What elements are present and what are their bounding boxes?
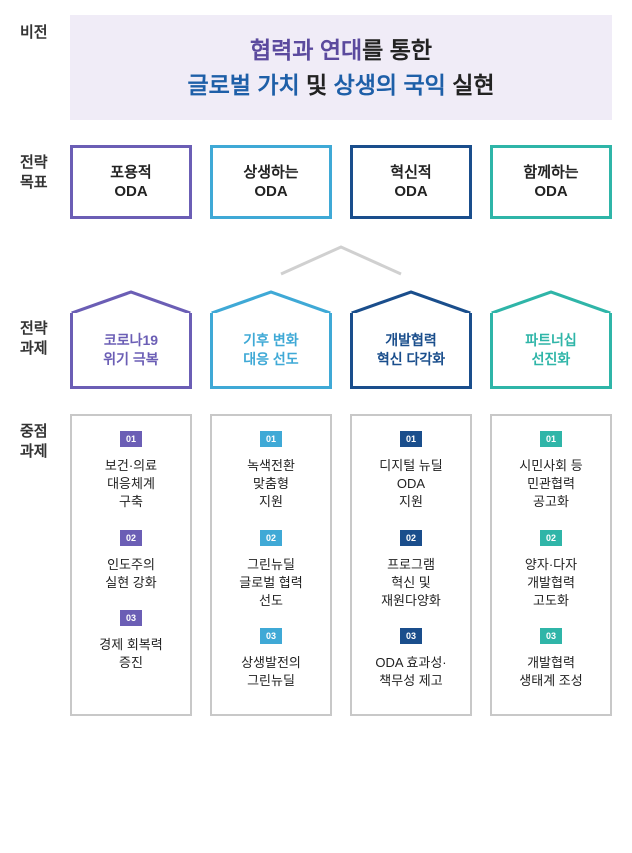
priority-col-0: 01 보건·의료 대응체계 구축 02 인도주의 실현 강화 03 경제 회복력 증진	[70, 414, 192, 716]
vision-text3: 실현	[446, 72, 495, 98]
priority-row: 중점 과제 01 보건·의료 대응체계 구축 02 인도주의 실현 강화 03 경제 회복…	[20, 414, 612, 716]
house-roof-icon	[490, 289, 612, 313]
priority-badge: 02	[540, 530, 562, 546]
priority-item: 녹색전환 맞춤형 지원	[247, 457, 295, 512]
house-roof-icon	[70, 289, 192, 313]
vision-box: 협력과 연대를 통한 글로벌 가치 및 상생의 국익 실현	[70, 15, 612, 120]
priority-item: 시민사회 등 민관협력 공고화	[519, 457, 582, 512]
chevron-up-icon	[271, 239, 411, 279]
priority-col-3: 01 시민사회 등 민관협력 공고화 02 양자·다자 개발협력 고도화 03 개발협력 …	[490, 414, 612, 716]
vision-accent3: 상생의 국익	[334, 72, 446, 98]
priority-badge: 01	[120, 431, 142, 447]
task-body-3: 파트너십 선진화	[490, 313, 612, 389]
priority-item: 프로그램 혁신 및 재원다양화	[381, 556, 441, 611]
goal-box-3: 함께하는 ODA	[490, 145, 612, 219]
priority-item: 디지털 뉴딜 ODA 지원	[379, 457, 442, 512]
priority-item: 상생발전의 그린뉴딜	[241, 654, 301, 690]
vision-label: 비전	[20, 15, 70, 43]
priority-badge: 03	[400, 628, 422, 644]
priority-content: 01보건·의료 대응체계 구축02인도주의 실현 강화03경제 회복력 증진01…	[70, 414, 612, 716]
vision-accent1: 협력과 연대	[250, 37, 362, 63]
priority-badge: 02	[260, 530, 282, 546]
house-roof-icon	[350, 289, 472, 313]
tasks-row: 전략 과제 코로나19 위기 극복기후 변화 대응 선도개발협력 혁신 다각화파…	[20, 289, 612, 389]
task-house-0: 코로나19 위기 극복	[70, 289, 192, 389]
goals-label: 전략 목표	[20, 145, 70, 192]
priority-item: 개발협력 생태계 조성	[519, 654, 582, 690]
priority-badge: 03	[260, 628, 282, 644]
priority-item: 그린뉴딜 글로벌 협력 선도	[239, 556, 302, 611]
task-body-1: 기후 변화 대응 선도	[210, 313, 332, 389]
priority-item: 양자·다자 개발협력 고도화	[525, 556, 577, 611]
goals-grid: 포용적 ODA상생하는 ODA혁신적 ODA함께하는 ODA	[70, 145, 612, 219]
vision-text1: 를 통한	[362, 37, 432, 63]
vision-content: 협력과 연대를 통한 글로벌 가치 및 상생의 국익 실현	[70, 15, 612, 120]
priority-item: 경제 회복력 증진	[99, 636, 162, 672]
goal-box-1: 상생하는 ODA	[210, 145, 332, 219]
priority-label: 중점 과제	[20, 414, 70, 461]
house-roof-icon	[210, 289, 332, 313]
goal-box-0: 포용적 ODA	[70, 145, 192, 219]
priority-badge: 01	[400, 431, 422, 447]
priority-badge: 02	[120, 530, 142, 546]
priority-badge: 01	[540, 431, 562, 447]
task-body-2: 개발협력 혁신 다각화	[350, 313, 472, 389]
priority-item: ODA 효과성· 책무성 제고	[375, 654, 446, 690]
goals-content: 포용적 ODA상생하는 ODA혁신적 ODA함께하는 ODA	[70, 145, 612, 219]
priority-col-2: 01 디지털 뉴딜 ODA 지원 02 프로그램 혁신 및 재원다양화 03 ODA 효과…	[350, 414, 472, 716]
tasks-content: 코로나19 위기 극복기후 변화 대응 선도개발협력 혁신 다각화파트너십 선진…	[70, 289, 612, 389]
task-house-3: 파트너십 선진화	[490, 289, 612, 389]
priority-item: 인도주의 실현 강화	[105, 556, 156, 592]
priority-badge: 03	[120, 610, 142, 626]
tasks-grid: 코로나19 위기 극복기후 변화 대응 선도개발협력 혁신 다각화파트너십 선진…	[70, 289, 612, 389]
tasks-label: 전략 과제	[20, 289, 70, 358]
task-house-1: 기후 변화 대응 선도	[210, 289, 332, 389]
priority-grid: 01보건·의료 대응체계 구축02인도주의 실현 강화03경제 회복력 증진01…	[70, 414, 612, 716]
vision-accent2: 글로벌 가치	[187, 72, 299, 98]
goal-box-2: 혁신적 ODA	[350, 145, 472, 219]
task-house-2: 개발협력 혁신 다각화	[350, 289, 472, 389]
connector-arrow	[70, 229, 612, 289]
priority-badge: 02	[400, 530, 422, 546]
vision-text2: 및	[300, 72, 334, 98]
priority-item: 보건·의료 대응체계 구축	[105, 457, 157, 512]
priority-col-1: 01 녹색전환 맞춤형 지원 02 그린뉴딜 글로벌 협력 선도 03 상생발전의 그린뉴…	[210, 414, 332, 716]
task-body-0: 코로나19 위기 극복	[70, 313, 192, 389]
priority-badge: 03	[540, 628, 562, 644]
vision-row: 비전 협력과 연대를 통한 글로벌 가치 및 상생의 국익 실현	[20, 15, 612, 120]
priority-badge: 01	[260, 431, 282, 447]
goals-row: 전략 목표 포용적 ODA상생하는 ODA혁신적 ODA함께하는 ODA	[20, 145, 612, 219]
